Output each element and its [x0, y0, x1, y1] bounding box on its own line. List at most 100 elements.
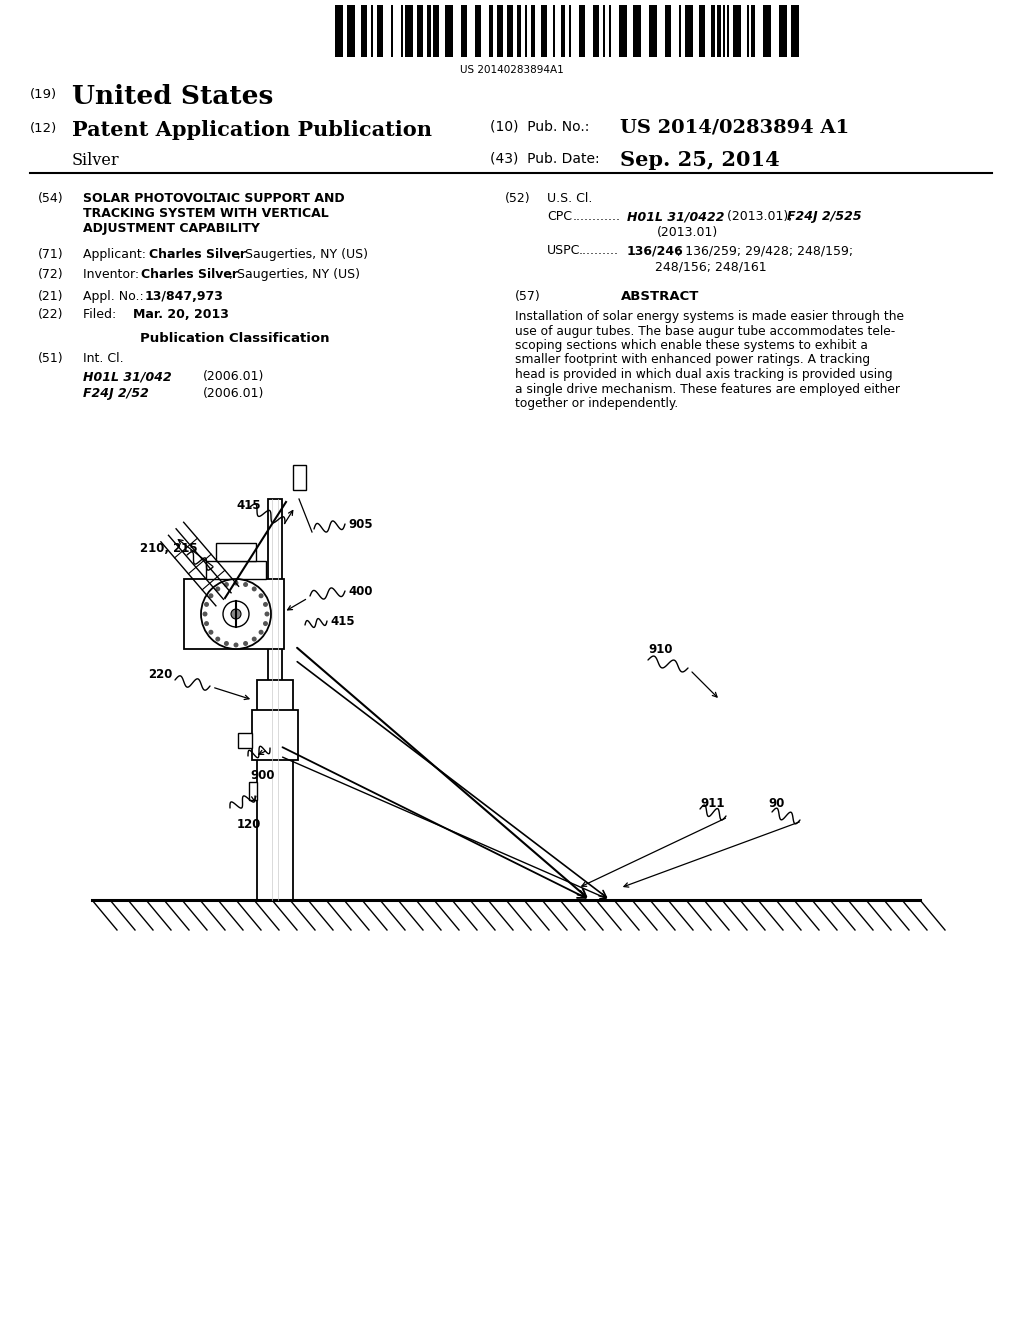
Bar — [377, 5, 383, 57]
Text: ; 136/259; 29/428; 248/159;: ; 136/259; 29/428; 248/159; — [677, 244, 853, 257]
Text: Int. Cl.: Int. Cl. — [83, 352, 124, 366]
Text: 120: 120 — [237, 818, 261, 832]
Text: ............: ............ — [573, 210, 621, 223]
Text: scoping sections which enable these systems to exhibit a: scoping sections which enable these syst… — [515, 339, 868, 352]
Text: Patent Application Publication: Patent Application Publication — [72, 120, 432, 140]
Bar — [763, 5, 771, 57]
Bar — [257, 680, 293, 900]
Circle shape — [215, 636, 220, 642]
Bar — [347, 5, 355, 57]
Bar — [489, 5, 493, 57]
Text: (72): (72) — [38, 268, 63, 281]
Text: Sep. 25, 2014: Sep. 25, 2014 — [620, 150, 779, 170]
Circle shape — [209, 593, 213, 598]
Text: (19): (19) — [30, 88, 57, 102]
Text: ..........: .......... — [579, 244, 618, 257]
Text: (43)  Pub. Date:: (43) Pub. Date: — [490, 152, 600, 166]
Text: 415: 415 — [236, 499, 261, 512]
Bar — [751, 5, 755, 57]
Bar — [723, 5, 725, 57]
Text: (54): (54) — [38, 191, 63, 205]
Text: U.S. Cl.: U.S. Cl. — [547, 191, 592, 205]
Circle shape — [252, 636, 257, 642]
Text: (10)  Pub. No.:: (10) Pub. No.: — [490, 120, 590, 135]
Bar — [699, 5, 705, 57]
Bar — [609, 5, 611, 57]
Circle shape — [203, 611, 208, 616]
Bar — [206, 561, 266, 579]
Circle shape — [243, 582, 248, 587]
Bar — [746, 5, 749, 57]
Circle shape — [263, 602, 268, 607]
Bar — [727, 5, 729, 57]
Bar — [249, 781, 257, 800]
Bar — [433, 5, 439, 57]
Text: 136/246: 136/246 — [627, 244, 684, 257]
Text: (71): (71) — [38, 248, 63, 261]
Text: use of augur tubes. The base augur tube accommodates tele-: use of augur tubes. The base augur tube … — [515, 325, 895, 338]
Text: 900: 900 — [250, 770, 274, 781]
Bar — [633, 5, 641, 57]
Circle shape — [231, 609, 241, 619]
Circle shape — [243, 642, 248, 645]
Bar — [579, 5, 585, 57]
Circle shape — [204, 602, 209, 607]
Text: Charles Silver: Charles Silver — [141, 268, 238, 281]
Bar — [779, 5, 787, 57]
Circle shape — [223, 601, 249, 627]
Text: F24J 2/52: F24J 2/52 — [83, 387, 148, 400]
Bar — [371, 5, 373, 57]
Text: (22): (22) — [38, 308, 63, 321]
Text: , Saugerties, NY (US): , Saugerties, NY (US) — [237, 248, 368, 261]
Text: (57): (57) — [515, 290, 541, 304]
Text: Applicant:: Applicant: — [83, 248, 150, 261]
Text: smaller footprint with enhanced power ratings. A tracking: smaller footprint with enhanced power ra… — [515, 354, 870, 367]
Bar — [507, 5, 513, 57]
Bar — [497, 5, 503, 57]
Text: CPC: CPC — [547, 210, 572, 223]
Text: Publication Classification: Publication Classification — [140, 333, 330, 345]
Text: United States: United States — [72, 84, 273, 110]
Bar — [517, 5, 521, 57]
Bar — [531, 5, 535, 57]
Text: (2013.01);: (2013.01); — [723, 210, 797, 223]
Text: (12): (12) — [30, 121, 57, 135]
Text: (52): (52) — [505, 191, 530, 205]
Bar — [293, 465, 306, 490]
Circle shape — [263, 622, 268, 626]
Bar — [417, 5, 423, 57]
Circle shape — [204, 622, 209, 626]
Circle shape — [259, 593, 263, 598]
Text: 905: 905 — [348, 517, 373, 531]
Bar — [791, 5, 799, 57]
Text: USPC: USPC — [547, 244, 581, 257]
Bar — [733, 5, 741, 57]
Bar — [679, 5, 681, 57]
Bar — [593, 5, 599, 57]
Bar — [618, 5, 627, 57]
Text: US 20140283894A1: US 20140283894A1 — [460, 65, 564, 75]
Text: 911: 911 — [700, 797, 725, 810]
Text: (2013.01): (2013.01) — [657, 226, 718, 239]
Text: Appl. No.:: Appl. No.: — [83, 290, 147, 304]
Bar — [184, 579, 284, 649]
Text: 400: 400 — [348, 585, 373, 598]
Text: 248/156; 248/161: 248/156; 248/161 — [655, 260, 767, 273]
Circle shape — [252, 586, 257, 591]
Text: 210, 215: 210, 215 — [140, 543, 198, 554]
Circle shape — [201, 579, 271, 649]
Text: (2006.01): (2006.01) — [203, 370, 264, 383]
Text: together or independently.: together or independently. — [515, 397, 678, 411]
Bar — [427, 5, 431, 57]
Bar — [401, 5, 403, 57]
Text: Installation of solar energy systems is made easier through the: Installation of solar energy systems is … — [515, 310, 904, 323]
Bar — [649, 5, 657, 57]
Circle shape — [233, 643, 239, 648]
Bar — [445, 5, 453, 57]
Bar — [475, 5, 481, 57]
Text: SOLAR PHOTOVOLTAIC SUPPORT AND: SOLAR PHOTOVOLTAIC SUPPORT AND — [83, 191, 345, 205]
Text: Filed:: Filed: — [83, 308, 140, 321]
Bar — [711, 5, 715, 57]
Text: 90: 90 — [768, 797, 784, 810]
Bar — [252, 710, 298, 760]
